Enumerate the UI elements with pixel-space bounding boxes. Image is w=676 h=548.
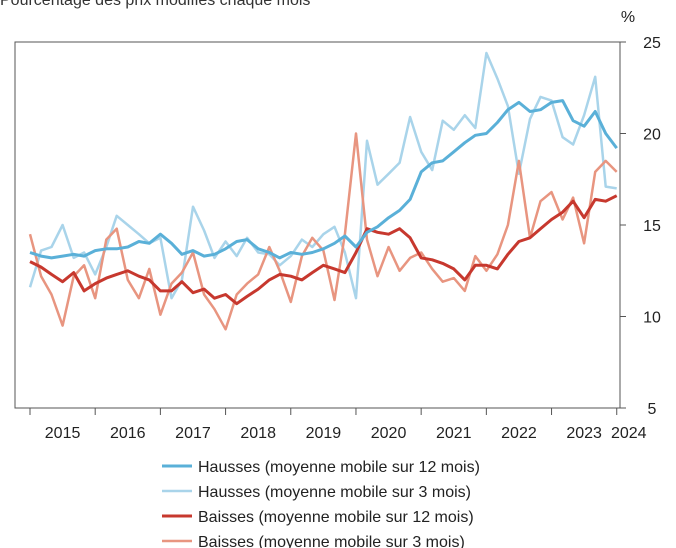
y-tick-label: 5: [648, 401, 657, 418]
legend-label: Baisses (moyenne mobile sur 12 mois): [198, 509, 474, 526]
x-tick-label: 2023: [566, 425, 602, 442]
y-tick-label: 25: [643, 35, 661, 52]
x-tick-label: 2017: [175, 425, 211, 442]
y-tick-label: 15: [643, 218, 661, 235]
series-line: [29, 99, 618, 260]
x-tick-label: 2024: [611, 425, 647, 442]
x-tick-label: 2021: [436, 425, 472, 442]
y-tick-label: 20: [643, 127, 661, 144]
x-tick-label: 2015: [45, 425, 81, 442]
series-line: [29, 194, 618, 306]
series-line: [28, 132, 618, 331]
legend-label: Baisses (moyenne mobile sur 3 mois): [198, 534, 465, 548]
x-tick-label: 2022: [501, 425, 537, 442]
legend-label: Hausses (moyenne mobile sur 3 mois): [198, 484, 471, 501]
series-line: [28, 51, 617, 300]
x-tick-label: 2019: [306, 425, 342, 442]
x-tick-label: 2018: [240, 425, 276, 442]
x-tick-label: 2020: [371, 425, 407, 442]
x-tick-label: 2016: [110, 425, 146, 442]
legend-label: Hausses (moyenne mobile sur 12 mois): [198, 459, 480, 476]
y-unit: %: [621, 9, 635, 26]
y-tick-label: 10: [643, 310, 661, 327]
chart-subtitle: Pourcentage des prix modifiés chaque moi…: [0, 0, 310, 9]
